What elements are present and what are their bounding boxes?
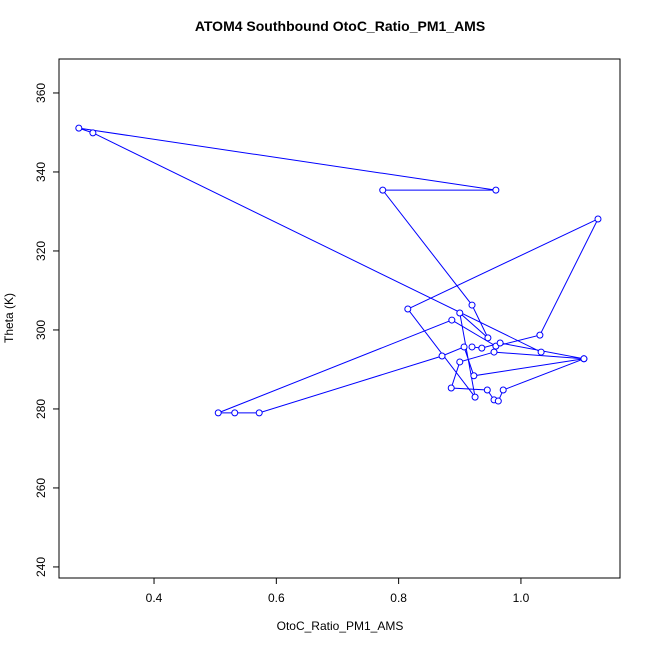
data-point [594, 215, 602, 223]
data-point [447, 384, 455, 392]
data-point [438, 352, 446, 360]
data-point [231, 409, 239, 417]
data-point [468, 301, 476, 309]
y-tick-label: 320 [34, 241, 48, 261]
data-point [484, 334, 492, 342]
data-point [537, 348, 545, 356]
data-point [89, 129, 97, 137]
x-tick-label: 0.8 [390, 591, 407, 605]
y-tick-label: 340 [34, 162, 48, 182]
data-point [499, 386, 507, 394]
x-tick-label: 0.4 [146, 591, 163, 605]
x-tick-label: 0.6 [268, 591, 285, 605]
x-tick-label: 1.0 [513, 591, 530, 605]
data-point [494, 397, 502, 405]
data-point [492, 186, 500, 194]
data-point [255, 409, 263, 417]
y-axis-label: Theta (K) [2, 293, 16, 343]
data-point [470, 372, 478, 380]
chart-title: ATOM4 Southbound OtoC_Ratio_PM1_AMS [195, 18, 485, 34]
y-tick-label: 360 [34, 83, 48, 103]
data-point [456, 309, 464, 317]
y-tick-label: 240 [34, 557, 48, 577]
data-point [478, 344, 486, 352]
data-point [404, 305, 412, 313]
data-point [460, 343, 468, 351]
data-point [456, 358, 464, 366]
y-tick-label: 300 [34, 320, 48, 340]
plot-frame [58, 58, 621, 579]
x-axis-label: OtoC_Ratio_PM1_AMS [277, 619, 404, 633]
data-point [483, 386, 491, 394]
data-point [536, 331, 544, 339]
data-point [214, 409, 222, 417]
y-tick-label: 260 [34, 478, 48, 498]
data-point [490, 348, 498, 356]
data-point [75, 124, 83, 132]
y-tick-label: 280 [34, 399, 48, 419]
data-point [379, 186, 387, 194]
data-point [448, 316, 456, 324]
data-point [580, 355, 588, 363]
data-point [468, 343, 476, 351]
data-point [496, 339, 504, 347]
data-point [471, 393, 479, 401]
